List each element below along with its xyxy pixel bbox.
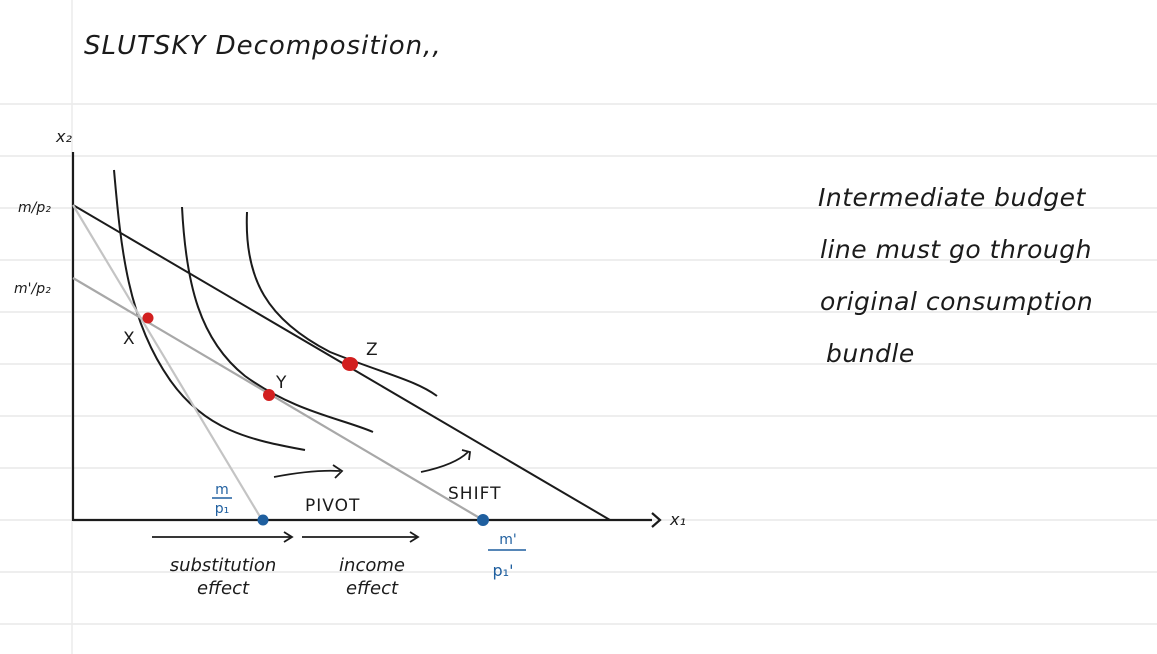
substitution-effect-arrow-icon [152,531,294,543]
pivot-label: PIVOT [305,496,360,516]
note-line-4: bundle [826,339,915,368]
bundle-z-label: Z [366,340,378,360]
income-effect-arrow-icon [302,531,420,543]
y-intercept-pivoted-label: m'/p₂ [14,281,51,297]
bundle-y-label: Y [275,373,287,393]
bundle-z-point [342,357,358,371]
income-effect-label-line-2: effect [346,578,399,599]
bundle-x-point [142,312,154,324]
shifted-x-intercept-label: m' p₁' [488,532,526,580]
y-intercept-original-label: m/p₂ [18,200,51,216]
note-line-1: Intermediate budget [818,183,1087,212]
fraction-numerator: m [215,482,229,498]
bundle-y-point [263,389,275,401]
income-effect-label-line-1: income [339,555,405,576]
ruled-lines [0,103,1157,625]
fraction-numerator: m' [499,532,517,548]
substitution-effect-label-line-2: effect [197,578,250,599]
shift-label: SHIFT [448,484,501,504]
axes [71,152,662,528]
bundle-x-label: X [123,329,135,349]
original-x-intercept-point [257,514,269,526]
note-line-2: line must go through [820,235,1092,264]
x-axis-arrowhead [651,512,662,528]
side-note: Intermediate budget line must go through… [818,183,1093,368]
fraction-denominator: p₁ [215,501,230,517]
y-axis-label: x₂ [55,127,72,146]
page-title: SLUTSKY Decomposition,, [84,31,442,61]
shift-arrow-icon [420,449,471,473]
substitution-effect-label-line-1: substitution [170,555,277,576]
indifference-curve-2 [181,206,374,433]
shifted-x-intercept-point [477,514,489,526]
x-axis-label: x₁ [669,510,686,529]
note-line-3: original consumption [820,287,1093,316]
indifference-curve-1 [113,169,306,451]
indifference-curve-3 [245,211,438,397]
original-budget-line [72,204,611,521]
pivot-arrow-icon [273,464,344,479]
steep-budget-line [72,204,263,521]
original-x-intercept-label: m p₁ [212,482,232,517]
fraction-denominator: p₁' [493,561,514,580]
indifference-curves [113,169,438,451]
